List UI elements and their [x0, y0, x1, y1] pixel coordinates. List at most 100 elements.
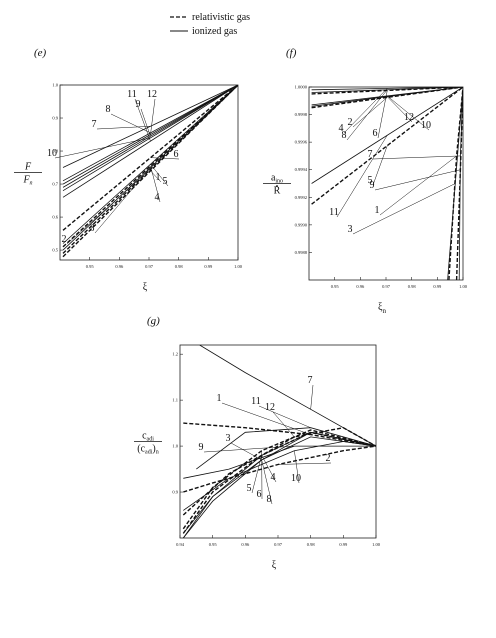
series-line-4 — [62, 85, 238, 248]
curve-leader-2 — [277, 462, 332, 465]
y-tick-label: 0.9 — [172, 490, 178, 495]
curve-label-11: 11 — [127, 89, 137, 100]
dashed-line-swatch — [170, 16, 188, 18]
x-axis-label-main: ξ — [272, 560, 277, 571]
curve-leader-5 — [251, 455, 262, 494]
curve-label-5: 5 — [163, 176, 168, 187]
curve-label-9: 9 — [370, 180, 375, 191]
panel-tag-f: (f) — [286, 47, 297, 59]
curve-leader-8 — [261, 459, 273, 505]
x-axis-label: ξ — [143, 282, 148, 293]
curve-label-12: 12 — [147, 89, 157, 100]
curve-leader-5 — [372, 145, 388, 186]
curve-label-10: 10 — [291, 473, 301, 484]
x-axis-label: ξ — [272, 560, 277, 571]
curve-label-2: 2 — [62, 234, 67, 245]
curve-leader-8 — [110, 113, 151, 134]
y-axis-label-denominator-tail: ) — [152, 444, 155, 455]
series-group — [182, 345, 376, 538]
x-tick-label: 0.96 — [356, 284, 365, 289]
curve-label-6: 6 — [257, 489, 262, 500]
series-line-6 — [62, 85, 238, 231]
curve-label-7: 7 — [308, 375, 313, 386]
curve-label-7: 7 — [368, 149, 373, 160]
x-axis-label: ξn — [378, 302, 386, 315]
curve-label-2: 2 — [326, 453, 331, 464]
curve-label-4: 4 — [339, 123, 344, 134]
chart-panel-0: 0.95 0.96 0.97 0.98 0.99 1.00 0.5 0.6 0.7 0.8 0.9 1… — [14, 83, 243, 293]
curve-leader-11 — [134, 98, 151, 142]
curve-label-10: 10 — [47, 148, 57, 159]
y-axis-label-numerator-main: a — [271, 173, 276, 184]
y-tick-label: 1.0 — [172, 444, 178, 449]
curve-leader-1 — [221, 402, 311, 435]
curve-label-8: 8 — [106, 104, 111, 115]
curve-leader-4 — [150, 165, 161, 203]
curve-label-6: 6 — [373, 128, 378, 139]
curve-label-4: 4 — [155, 192, 160, 203]
curve-leader-10 — [54, 137, 151, 159]
legend-item-relativistic: relativistic gas — [170, 10, 250, 24]
x-tick-label: 1.00 — [234, 264, 243, 269]
curve-label-8: 8 — [267, 494, 272, 505]
y-tick-label: 1.0 — [52, 83, 58, 88]
series-line-9 — [62, 85, 238, 188]
curve-label-3: 3 — [226, 433, 231, 444]
series-line-7 — [62, 85, 238, 168]
curve-label-10: 10 — [421, 120, 431, 131]
x-tick-label: 0.97 — [145, 264, 154, 269]
curve-leader-3 — [230, 442, 262, 461]
series-line-5 — [182, 431, 376, 538]
curve-leader-7 — [372, 155, 461, 160]
y-tick-label: 0.9 — [52, 116, 58, 121]
y-tick-label: 0.8 — [52, 149, 58, 154]
y-axis-label-denominator-main: R — [274, 186, 281, 197]
legend-label-relativistic: relativistic gas — [192, 11, 251, 23]
series-line-6 — [182, 429, 376, 530]
x-tick-label: 0.95 — [86, 264, 95, 269]
x-tick-label: 0.96 — [241, 542, 250, 547]
series-line-2 — [183, 445, 376, 493]
x-tick-label: 0.99 — [433, 284, 442, 289]
y-axis-label-numerator: cadi — [142, 431, 154, 443]
curve-label-4: 4 — [271, 472, 276, 483]
curve-label-5: 5 — [368, 175, 373, 186]
curve-leader-6 — [150, 157, 180, 160]
x-tick-label: 0.98 — [408, 284, 417, 289]
curve-leader-9 — [374, 169, 461, 191]
x-tick-label: 0.99 — [204, 264, 213, 269]
y-tick-label: 0.9998 — [295, 112, 308, 117]
y-tick-label: 0.9990 — [295, 222, 308, 227]
series-line-10 — [62, 85, 238, 192]
series-line-8 — [182, 431, 376, 538]
curve-leader-2 — [66, 169, 151, 245]
y-axis-label-denominator-tail-sub: n — [156, 450, 159, 456]
series-line-1 — [183, 422, 376, 447]
curve-label-3: 3 — [348, 224, 353, 235]
series-line-2 — [62, 85, 238, 254]
curve-leader-3 — [94, 167, 151, 234]
y-axis-label-numerator: F — [24, 162, 32, 173]
curve-leader-12 — [387, 96, 413, 123]
curve-label-7: 7 — [92, 119, 97, 130]
curve-label-1: 1 — [217, 393, 222, 404]
y-axis-label-numerator-sub: adi — [147, 437, 155, 443]
curve-label-6: 6 — [174, 149, 179, 160]
curve-leader-1 — [379, 155, 457, 216]
x-tick-label: 1.00 — [459, 284, 468, 289]
panel-tag-e: (e) — [34, 47, 47, 59]
x-tick-label: 1.00 — [372, 542, 381, 547]
y-axis-label-numerator-main: c — [142, 431, 147, 442]
curve-label-3: 3 — [90, 223, 95, 234]
curve-leader-7 — [310, 384, 314, 410]
curve-label-5: 5 — [247, 483, 252, 494]
series-line-11 — [311, 87, 463, 184]
y-tick-label: 0.9988 — [295, 250, 308, 255]
curve-leader-7 — [96, 126, 151, 130]
y-axis-label-denominator-sub: n — [30, 181, 33, 187]
x-axis-label-sub: n — [382, 307, 386, 315]
panel-tag-g: (g) — [147, 315, 160, 327]
series-line-9 — [183, 445, 376, 479]
curve-label-2: 2 — [348, 117, 353, 128]
series-line-11 — [62, 85, 238, 198]
